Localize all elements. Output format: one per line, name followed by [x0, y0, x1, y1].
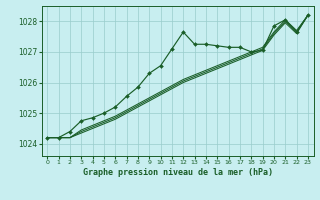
X-axis label: Graphe pression niveau de la mer (hPa): Graphe pression niveau de la mer (hPa): [83, 168, 273, 177]
